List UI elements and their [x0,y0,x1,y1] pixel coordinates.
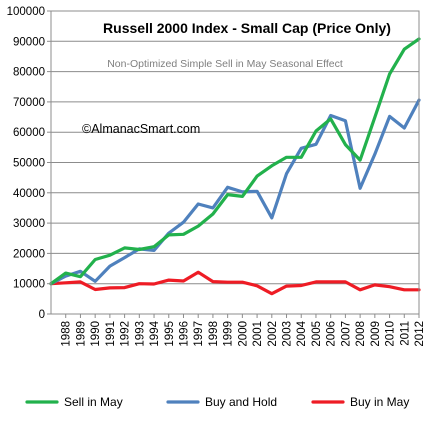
x-tick-label: 2000 [237,321,249,347]
plot-area-border [50,10,420,315]
y-tick-label: 40000 [13,188,45,200]
x-tick-label: 1994 [149,320,161,346]
y-tick-label: 100000 [7,6,45,18]
legend-label-buy-and-hold: Buy and Hold [205,395,277,409]
watermark-text: ©AlmanacSmart.com [82,122,200,136]
x-tick-label: 1989 [75,321,87,347]
axis-layer: 0 10000 20000 30000 40000 50000 60000 70000 8000… [7,6,425,347]
y-tick-label: 0 [39,309,45,321]
x-tick-label: 1995 [164,321,176,347]
x-tick-label: 1988 [61,321,73,347]
y-tick-label: 50000 [13,158,45,170]
y-tick-label: 80000 [13,67,45,79]
x-tick-label: 1993 [134,321,146,347]
x-tick-label: 2004 [296,320,308,346]
x-tick-label: 2006 [326,321,338,347]
series-line-buy-in-may [49,270,421,296]
x-tick-label: 2008 [355,321,367,347]
series-line-buy-and-hold [49,98,421,286]
chart-subtitle: Non-Optimized Simple Sell in May Seasona… [107,58,343,70]
y-tick-label: 60000 [13,127,45,139]
chart-title: Russell 2000 Index - Small Cap (Price On… [103,20,391,36]
x-tick-label: 2002 [267,321,279,347]
x-tick-label: 1990 [90,321,102,347]
legend: Sell in May Buy and Hold Buy in May [25,395,409,409]
x-tick-label: 1996 [178,321,190,347]
x-tick-label: 2009 [370,321,382,347]
series-line-sell-in-may [49,37,421,286]
x-tick-label: 2003 [282,321,294,347]
series-layer [49,37,421,296]
y-tick-label: 10000 [13,279,45,291]
x-tick-label: 2001 [252,321,264,347]
y-tick-label: 30000 [13,218,45,230]
x-tick-label: 1999 [223,321,235,347]
legend-label-buy-in-may: Buy in May [350,395,409,409]
x-tick-label: 2007 [340,321,352,347]
x-tick-label: 1991 [105,321,117,347]
x-tick-label: 1992 [120,321,132,347]
x-tick-label: 1997 [193,321,205,347]
x-tick-label: 2012 [414,321,425,347]
y-tick-label: 20000 [13,248,45,260]
x-tick-label: 1998 [208,321,220,347]
y-tick-label: 70000 [13,97,45,109]
x-tick-label: 2011 [399,321,411,346]
legend-label-sell-in-may: Sell in May [64,395,123,409]
x-tick-label: 2010 [385,321,397,347]
y-tick-label: 90000 [13,36,45,48]
x-tick-label: 2005 [311,321,323,347]
